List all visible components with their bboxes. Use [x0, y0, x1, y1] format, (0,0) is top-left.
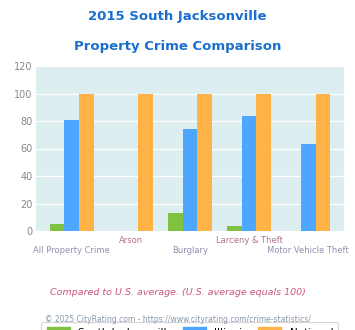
Bar [182, 129, 197, 231]
Bar [138, 93, 153, 231]
Text: 2015 South Jacksonville: 2015 South Jacksonville [88, 10, 267, 23]
Text: Burglary: Burglary [172, 246, 208, 255]
Bar [227, 225, 242, 231]
Bar [64, 120, 79, 231]
Bar [50, 224, 64, 231]
Text: Arson: Arson [119, 236, 143, 245]
Bar [316, 93, 330, 231]
Bar [256, 93, 271, 231]
Bar [301, 145, 316, 231]
Bar [168, 213, 182, 231]
Bar [242, 115, 256, 231]
Text: Compared to U.S. average. (U.S. average equals 100): Compared to U.S. average. (U.S. average … [50, 287, 305, 297]
Text: Property Crime Comparison: Property Crime Comparison [74, 40, 281, 52]
Text: Larceny & Theft: Larceny & Theft [215, 236, 283, 245]
Legend: South Jacksonville, Illinois, National: South Jacksonville, Illinois, National [42, 322, 338, 330]
Text: All Property Crime: All Property Crime [33, 246, 110, 255]
Bar [79, 93, 94, 231]
Text: © 2025 CityRating.com - https://www.cityrating.com/crime-statistics/: © 2025 CityRating.com - https://www.city… [45, 315, 310, 324]
Bar [197, 93, 212, 231]
Text: Motor Vehicle Theft: Motor Vehicle Theft [267, 246, 349, 255]
